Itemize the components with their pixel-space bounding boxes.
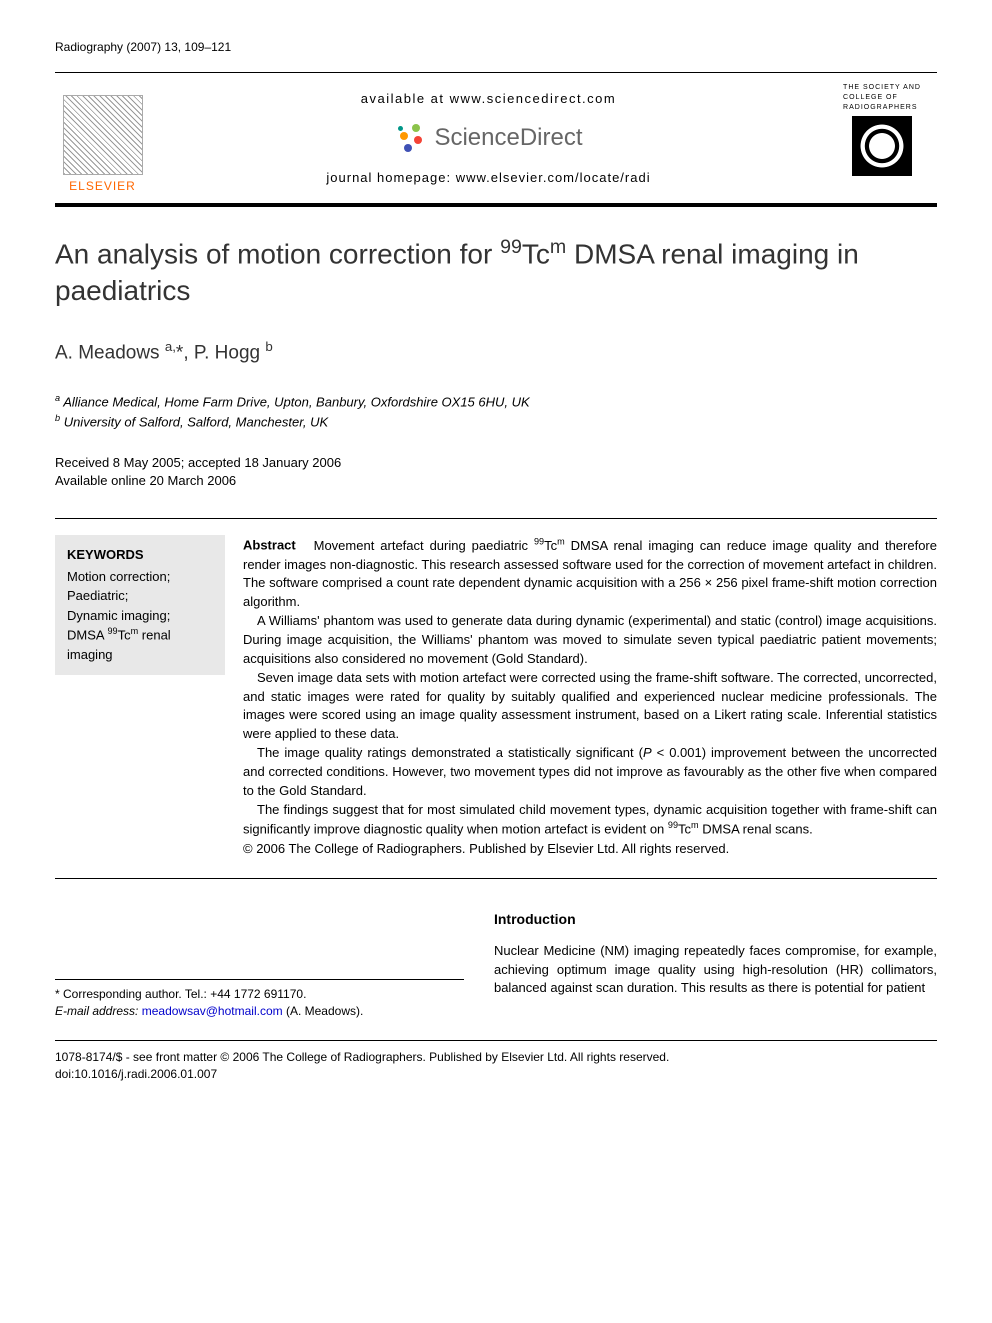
society-text: THE SOCIETY AND COLLEGE OF RADIOGRAPHERS	[843, 83, 921, 112]
corresponding-author-column: * Corresponding author. Tel.: +44 1772 6…	[55, 909, 464, 1020]
article-title: An analysis of motion correction for 99T…	[55, 235, 937, 309]
corresponding-author-block: * Corresponding author. Tel.: +44 1772 6…	[55, 979, 464, 1020]
available-online-date: Available online 20 March 2006	[55, 472, 937, 490]
introduction-heading: Introduction	[494, 909, 937, 929]
received-accepted-date: Received 8 May 2005; accepted 18 January…	[55, 454, 937, 472]
affiliation-b: b University of Salford, Salford, Manche…	[55, 412, 937, 432]
running-head: Radiography (2007) 13, 109–121	[55, 40, 937, 54]
elsevier-label: ELSEVIER	[69, 179, 136, 193]
affiliation-text: Alliance Medical, Home Farm Drive, Upton…	[63, 395, 529, 410]
page-footer: 1078-8174/$ - see front matter © 2006 Th…	[55, 1040, 937, 1083]
journal-header: ELSEVIER available at www.sciencedirect.…	[55, 72, 937, 207]
abstract-p2: A Williams' phantom was used to generate…	[243, 612, 937, 669]
sciencedirect-swirl-icon	[394, 122, 426, 154]
available-at-line: available at www.sciencedirect.com	[170, 91, 807, 106]
sciencedirect-logo: ScienceDirect	[170, 122, 807, 154]
abstract: Abstract Movement artefact during paedia…	[243, 535, 937, 858]
society-line: THE SOCIETY AND	[843, 83, 921, 93]
journal-homepage-line: journal homepage: www.elsevier.com/locat…	[170, 170, 807, 185]
affiliation-a: a Alliance Medical, Home Farm Drive, Upt…	[55, 392, 937, 412]
elsevier-tree-icon	[63, 95, 143, 175]
society-line: COLLEGE OF	[843, 93, 921, 103]
introduction-text: Nuclear Medicine (NM) imaging repeatedly…	[494, 942, 937, 999]
corresponding-email-line: E-mail address: meadowsav@hotmail.com (A…	[55, 1003, 464, 1020]
abstract-p5: The findings suggest that for most simul…	[243, 801, 937, 840]
lower-two-column: * Corresponding author. Tel.: +44 1772 6…	[55, 909, 937, 1020]
elsevier-logo: ELSEVIER	[55, 83, 150, 193]
abstract-p3: Seven image data sets with motion artefa…	[243, 669, 937, 744]
keywords-abstract-row: KEYWORDS Motion correction;Paediatric;Dy…	[55, 518, 937, 879]
society-badge-icon	[852, 116, 912, 176]
abstract-copyright: © 2006 The College of Radiographers. Pub…	[243, 840, 937, 859]
abstract-label: Abstract	[243, 538, 296, 553]
keywords-list: Motion correction;Paediatric;Dynamic ima…	[67, 567, 213, 665]
affiliations: a Alliance Medical, Home Farm Drive, Upt…	[55, 392, 937, 432]
header-center: available at www.sciencedirect.com Scien…	[150, 91, 827, 185]
corresponding-tel: * Corresponding author. Tel.: +44 1772 6…	[55, 986, 464, 1003]
authors-line: A. Meadows a,*, P. Hogg b	[55, 339, 937, 364]
abstract-p1-text: Movement artefact during paediatric 99Tc…	[243, 538, 937, 610]
article-dates: Received 8 May 2005; accepted 18 January…	[55, 454, 937, 490]
footer-doi: doi:10.1016/j.radi.2006.01.007	[55, 1066, 937, 1083]
keywords-box: KEYWORDS Motion correction;Paediatric;Dy…	[55, 535, 225, 674]
society-logo: THE SOCIETY AND COLLEGE OF RADIOGRAPHERS	[827, 83, 937, 193]
abstract-p4: The image quality ratings demonstrated a…	[243, 744, 937, 801]
email-link[interactable]: meadowsav@hotmail.com	[142, 1004, 283, 1018]
abstract-p1: Abstract Movement artefact during paedia…	[243, 535, 937, 612]
sciencedirect-text: ScienceDirect	[434, 124, 582, 152]
affiliation-text: University of Salford, Salford, Manchest…	[64, 415, 328, 430]
email-suffix: (A. Meadows).	[286, 1004, 363, 1018]
email-label: E-mail address:	[55, 1004, 138, 1018]
introduction-column: Introduction Nuclear Medicine (NM) imagi…	[494, 909, 937, 1020]
keywords-heading: KEYWORDS	[67, 545, 213, 565]
society-line: RADIOGRAPHERS	[843, 103, 921, 113]
footer-copyright: 1078-8174/$ - see front matter © 2006 Th…	[55, 1049, 937, 1066]
